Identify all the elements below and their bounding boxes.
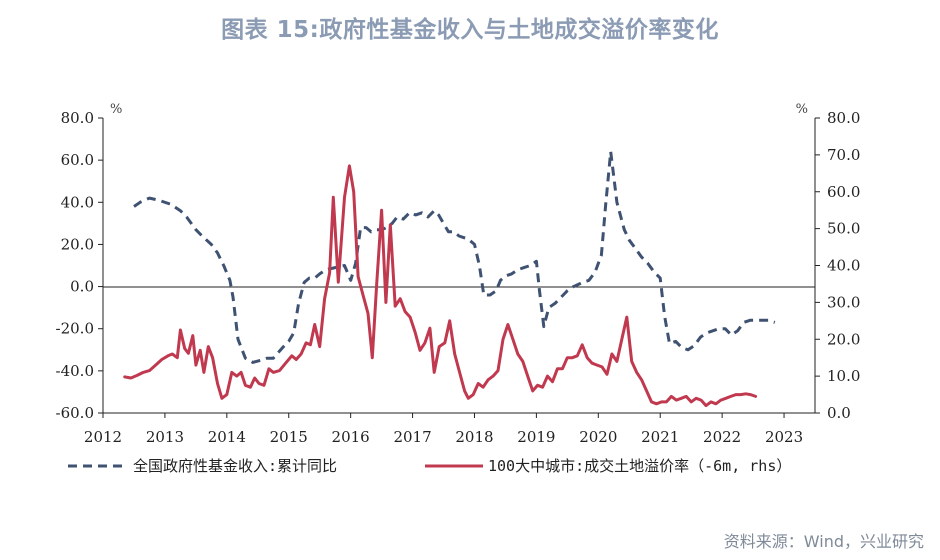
left-tick-label: -60.0 xyxy=(56,404,94,422)
left-tick-label: 0.0 xyxy=(70,278,94,296)
series-line-land-premium xyxy=(123,164,758,408)
source-note: 资料来源：Wind，兴业研究 xyxy=(723,532,924,551)
left-tick-label: -40.0 xyxy=(56,362,94,380)
right-tick-label: 0.0 xyxy=(827,404,851,422)
left-tick-label: 80.0 xyxy=(61,109,94,127)
left-tick-label: 20.0 xyxy=(61,235,94,253)
left-tick-label: -20.0 xyxy=(56,320,94,338)
legend-label-fund-revenue: 全国政府性基金收入:累计同比 xyxy=(133,457,337,475)
left-axis-unit: % xyxy=(110,102,122,117)
x-tick-label: 2014 xyxy=(208,428,246,446)
x-tick-label: 2020 xyxy=(579,428,617,446)
x-tick-label: 2017 xyxy=(393,428,431,446)
right-tick-label: 50.0 xyxy=(827,220,860,238)
x-tick-label: 2015 xyxy=(270,428,308,446)
x-tick-label: 2013 xyxy=(146,428,184,446)
right-tick-label: 60.0 xyxy=(827,183,860,201)
x-tick-label: 2023 xyxy=(765,428,803,446)
chart-title: 图表 15:政府性基金收入与土地成交溢价率变化 xyxy=(221,17,719,43)
x-tick-label: 2012 xyxy=(84,428,122,446)
series-line-fund-revenue xyxy=(133,150,776,364)
right-axis-unit: % xyxy=(796,102,808,117)
right-tick-label: 70.0 xyxy=(827,146,860,164)
legend: 全国政府性基金收入:累计同比 100大中城市:成交土地溢价率（-6m, rhs） xyxy=(68,457,791,475)
x-tick-label: 2016 xyxy=(332,428,370,446)
right-tick-label: 30.0 xyxy=(827,293,860,311)
right-tick-label: 40.0 xyxy=(827,257,860,275)
x-tick-label: 2018 xyxy=(455,428,493,446)
right-tick-label: 80.0 xyxy=(827,109,860,127)
legend-label-land-premium: 100大中城市:成交土地溢价率（-6m, rhs） xyxy=(488,457,791,475)
x-tick-label: 2021 xyxy=(641,428,679,446)
right-tick-label: 20.0 xyxy=(827,330,860,348)
x-tick-label: 2022 xyxy=(703,428,741,446)
right-tick-label: 10.0 xyxy=(827,367,860,385)
dual-axis-line-chart: 80.0 60.0 40.0 20.0 0.0 -20.0 -40.0 -60.0 80.0 7… xyxy=(56,102,861,475)
left-tick-label: 60.0 xyxy=(61,151,94,169)
left-tick-label: 40.0 xyxy=(61,193,94,211)
x-tick-label: 2019 xyxy=(517,428,555,446)
